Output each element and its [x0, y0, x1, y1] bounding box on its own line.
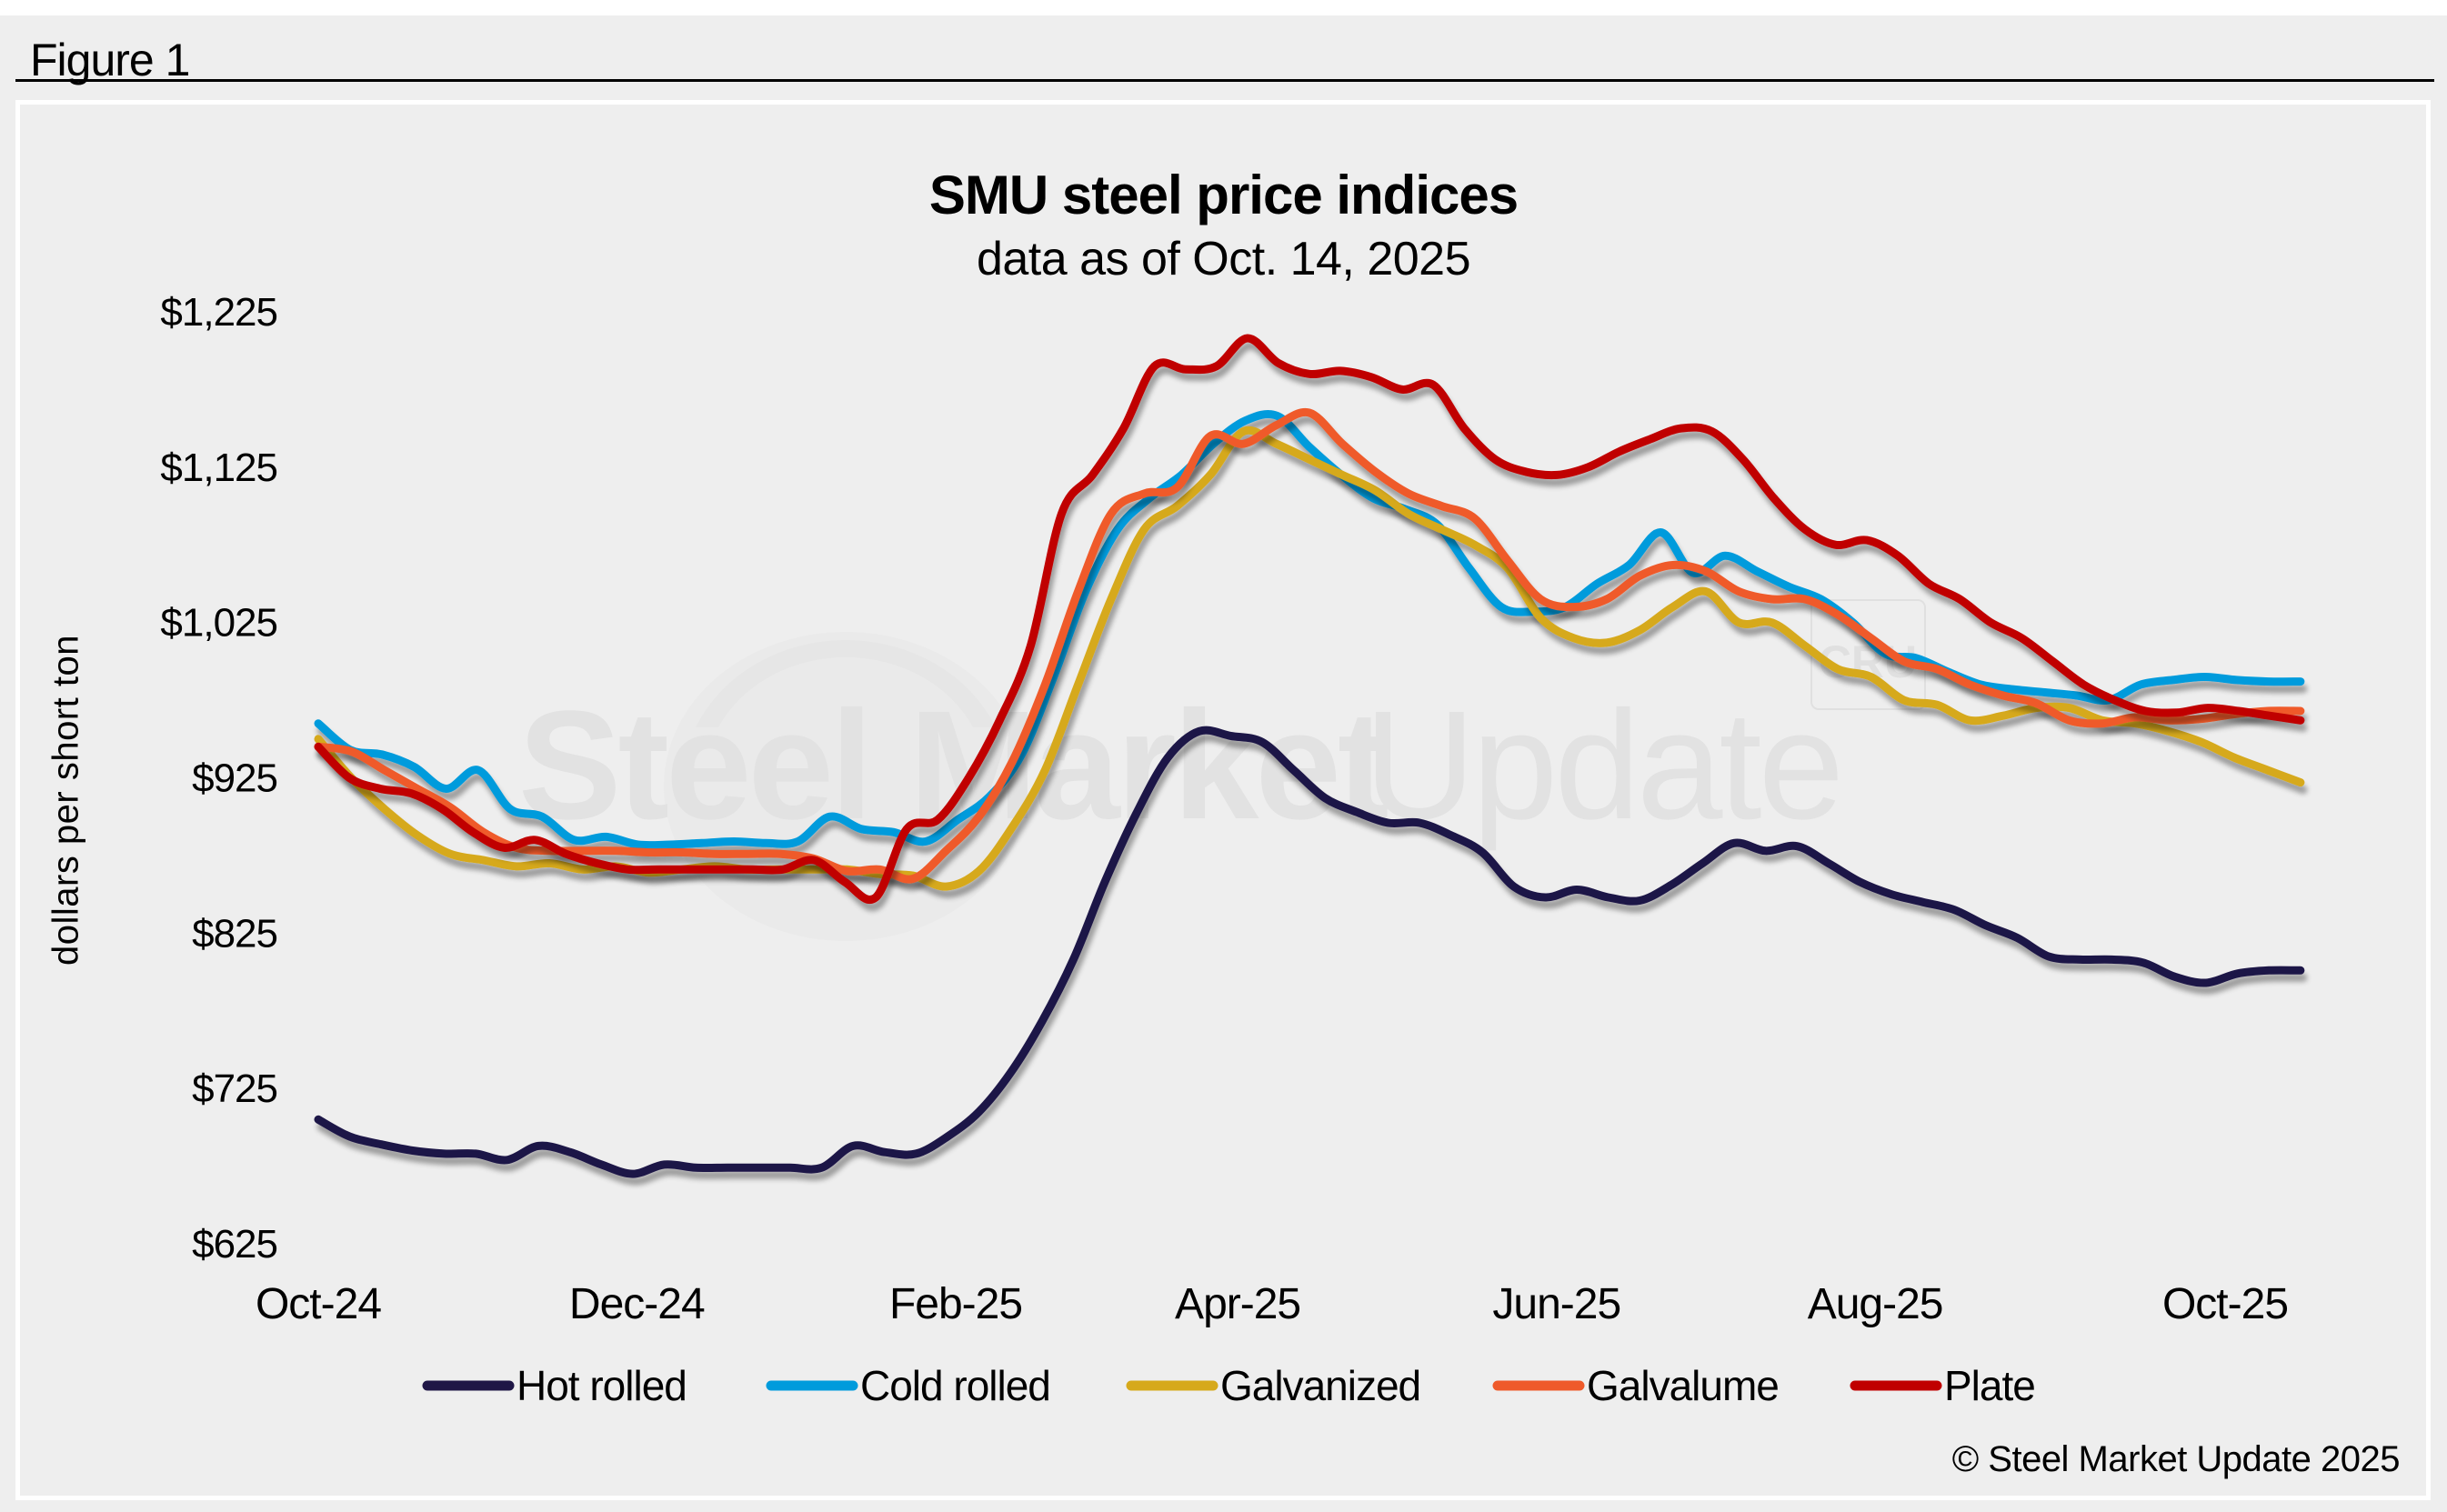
series-line-galvalume: [314, 407, 2305, 884]
figure-label: Figure 1: [30, 35, 190, 85]
legend-label: Galvanized: [1220, 1362, 1420, 1409]
y-tick-label: $1,025: [160, 601, 277, 646]
chart-title: SMU steel price indices: [928, 165, 1519, 225]
legend-label: Cold rolled: [860, 1362, 1050, 1409]
legend-item: Galvanized: [1126, 1362, 1421, 1409]
legend-item: Galvalume: [1492, 1362, 1780, 1409]
x-tick-label: Apr-25: [1175, 1280, 1300, 1328]
x-tick-label: Aug-25: [1808, 1280, 1943, 1328]
copyright-notice: © Steel Market Update 2025: [1951, 1439, 2401, 1479]
x-tick-label: Feb-25: [889, 1280, 1022, 1328]
legend-label: Hot rolled: [516, 1362, 687, 1409]
y-axis-label: dollars per short ton: [45, 634, 86, 966]
y-tick-label: $1,125: [160, 446, 277, 490]
legend-label: Galvalume: [1587, 1362, 1779, 1409]
legend-item: Plate: [1850, 1362, 2036, 1409]
watermark-brand-light: Update: [1364, 679, 1840, 852]
x-tick-label: Dec-24: [569, 1280, 705, 1328]
chart-subtitle: data as of Oct. 14, 2025: [976, 233, 1471, 285]
y-tick-label: $625: [192, 1222, 277, 1267]
legend-label: Plate: [1944, 1362, 2035, 1409]
y-tick-label: $725: [192, 1066, 277, 1111]
x-tick-label: Oct-24: [256, 1280, 381, 1328]
figure-divider: [15, 79, 2434, 82]
y-tick-label: $825: [192, 911, 277, 956]
series-line-plate: [314, 334, 2305, 904]
watermark: Steel Market Update CRU: [518, 599, 1926, 941]
x-tick-label: Jun-25: [1492, 1280, 1620, 1328]
legend-item: Cold rolled: [766, 1362, 1051, 1409]
legend-item: Hot rolled: [422, 1362, 687, 1409]
series-line-hot-rolled: [314, 726, 2305, 1178]
y-tick-label: $925: [192, 756, 277, 801]
x-tick-label: Oct-25: [2162, 1280, 2288, 1328]
y-tick-label: $1,225: [160, 290, 277, 335]
